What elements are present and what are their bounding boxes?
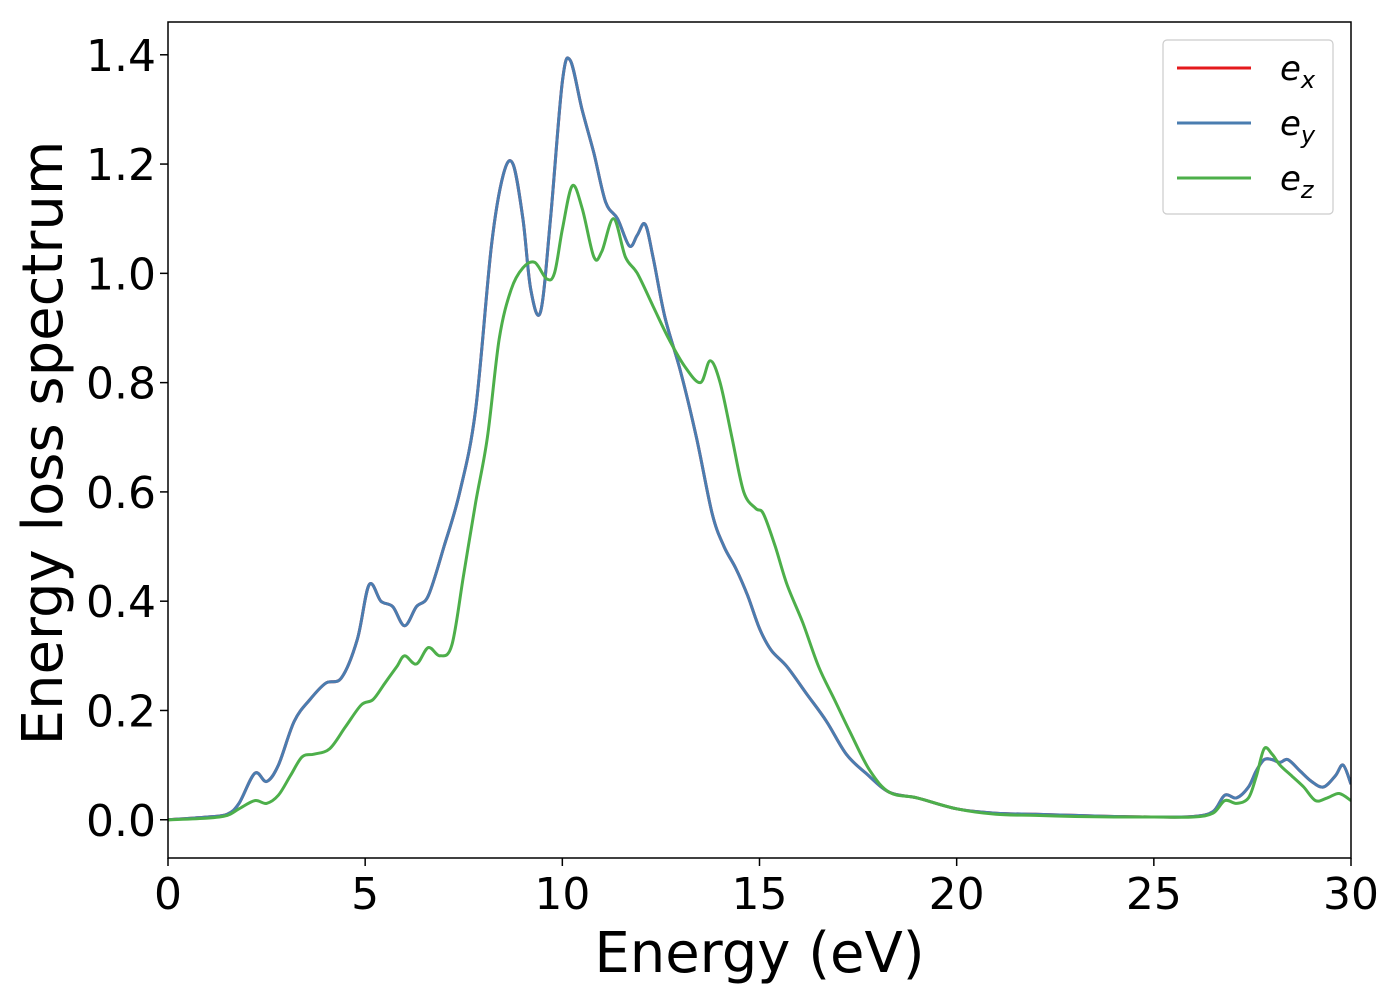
y-tick-label: 0.0	[86, 796, 156, 847]
series-line-z	[168, 183, 1351, 822]
legend: ex ey ez	[1162, 39, 1334, 215]
x-tick-label: 30	[1323, 869, 1379, 920]
x-tick-label: 25	[1126, 869, 1182, 920]
x-tick-label: 0	[154, 869, 182, 920]
y-tick-label: 1.0	[86, 249, 156, 300]
y-tick-label: 1.4	[86, 31, 156, 82]
legend-label-z: ez	[1280, 159, 1315, 204]
legend-box	[1162, 39, 1334, 215]
y-tick-label: 0.8	[86, 359, 156, 410]
y-axis-ticks: 0.0 0.2 0.4 0.6 0.8 1.0 1.2 1.4	[86, 31, 168, 847]
y-tick-label: 0.6	[86, 468, 156, 519]
y-tick-label: 0.4	[86, 577, 156, 628]
x-tick-label: 10	[534, 869, 590, 920]
y-tick-label: 0.2	[86, 686, 156, 737]
series-line-y	[168, 56, 1351, 822]
plot-series-group	[168, 56, 1351, 822]
legend-label-y: ey	[1280, 104, 1316, 149]
y-tick-label: 1.2	[86, 140, 156, 191]
x-axis-ticks: 0 5 10 15 20 25 30	[154, 858, 1379, 920]
x-axis-title: Energy (eV)	[594, 921, 924, 986]
x-tick-label: 5	[351, 869, 379, 920]
x-tick-label: 15	[732, 869, 788, 920]
legend-label-x: ex	[1280, 49, 1316, 94]
x-tick-label: 20	[929, 869, 985, 920]
y-axis-title: Energy loss spectrum	[11, 141, 76, 746]
